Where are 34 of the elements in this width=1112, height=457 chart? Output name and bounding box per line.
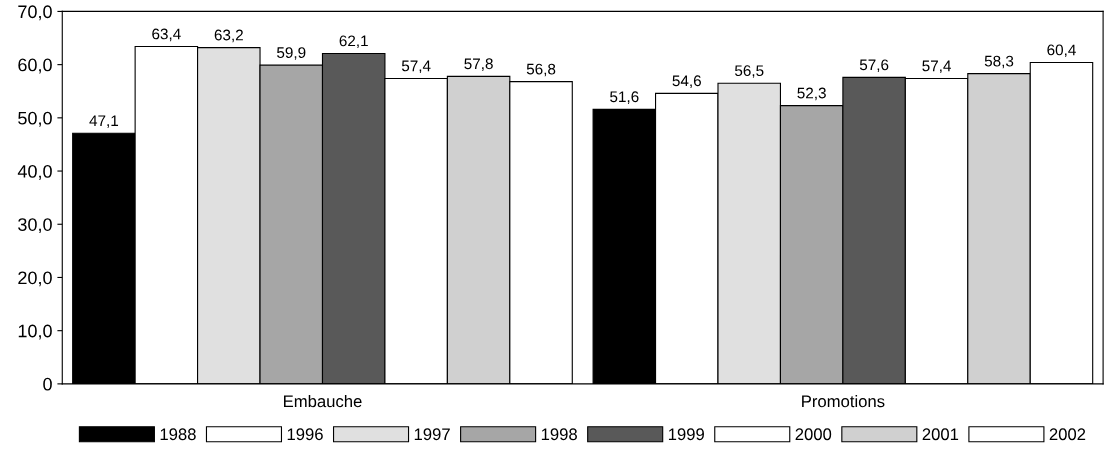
data-label: 51,6 bbox=[610, 91, 639, 104]
data-label: 57,4 bbox=[401, 60, 431, 74]
x-tick-label: Embauche bbox=[284, 394, 362, 408]
legend-label: 1996 bbox=[287, 428, 323, 441]
data-label: 63,2 bbox=[214, 29, 243, 43]
legend-label: 2002 bbox=[1049, 428, 1086, 441]
data-label: 58,3 bbox=[984, 55, 1014, 69]
y-tick-label: 10,0 bbox=[18, 324, 52, 340]
y-tick-label: 70,0 bbox=[18, 5, 52, 21]
data-label: 56,8 bbox=[526, 63, 556, 77]
data-label: 59,9 bbox=[277, 47, 306, 60]
data-label: 52,3 bbox=[797, 87, 826, 101]
data-label: 57,6 bbox=[859, 59, 889, 73]
legend-label: 1997 bbox=[414, 428, 450, 441]
y-tick-label: 50,0 bbox=[18, 111, 52, 127]
data-label: 54,6 bbox=[672, 75, 701, 88]
y-tick-label: 30,0 bbox=[18, 218, 52, 234]
legend-label: 2001 bbox=[922, 428, 959, 441]
data-label: 56,5 bbox=[734, 65, 764, 78]
x-tick-label: Promotions bbox=[802, 394, 885, 408]
y-tick-label: 0 bbox=[43, 377, 52, 391]
y-tick-label: 60,0 bbox=[18, 58, 52, 74]
legend-label: 1988 bbox=[160, 428, 196, 441]
legend-label: 1998 bbox=[541, 428, 577, 441]
legend-label: 1999 bbox=[668, 428, 704, 441]
data-label: 63,4 bbox=[152, 28, 181, 42]
y-tick-label: 20,0 bbox=[18, 271, 52, 287]
data-label: 62,1 bbox=[339, 35, 368, 49]
legend-label: 2000 bbox=[795, 428, 832, 441]
y-tick-label: 40,0 bbox=[17, 164, 52, 180]
data-label: 57,4 bbox=[922, 60, 951, 74]
data-label: 60,4 bbox=[1047, 44, 1076, 58]
data-label: 47,1 bbox=[89, 115, 119, 128]
data-label: 57,8 bbox=[464, 58, 493, 71]
